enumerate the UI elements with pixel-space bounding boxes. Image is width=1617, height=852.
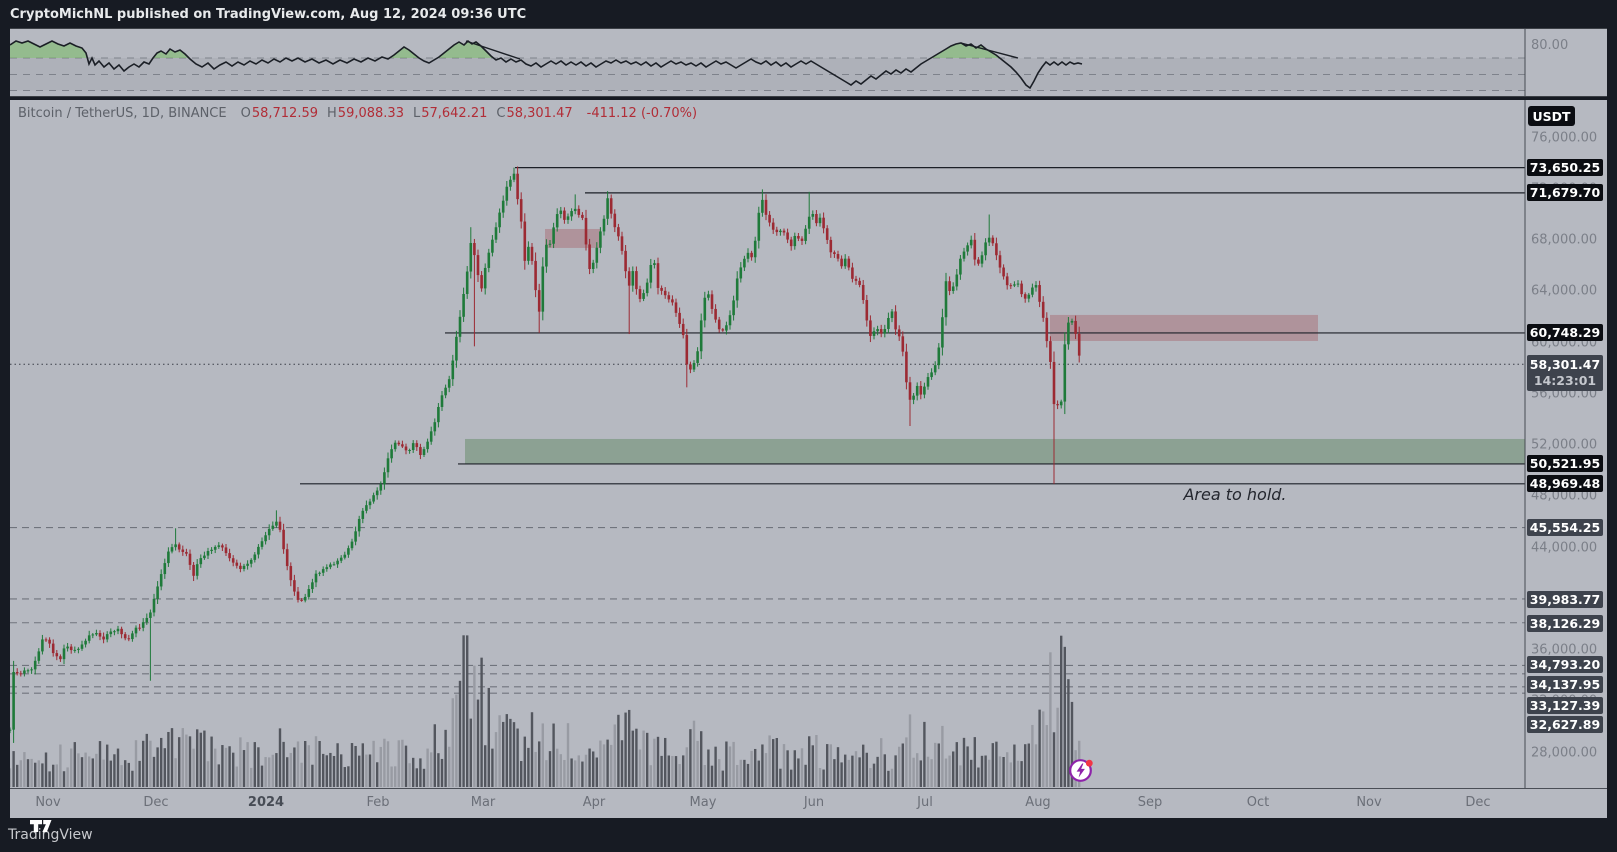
- currency-toggle-usdt[interactable]: USDT: [1528, 106, 1575, 126]
- time-axis-label: May: [689, 795, 717, 810]
- price-line-label: 33,127.39: [1527, 696, 1603, 714]
- bar-countdown: 14:23:01: [1533, 373, 1597, 388]
- price-line-label: 32,627.89: [1527, 715, 1603, 733]
- mini-indicator-plot: [10, 29, 1607, 97]
- time-axis-label: Sep: [1137, 795, 1163, 810]
- symbol-info-bar[interactable]: Bitcoin / TetherUS, 1D, BINANCE O 58,712.…: [18, 105, 697, 121]
- volume-bars: [10, 635, 1081, 787]
- time-axis-label: Aug: [1025, 795, 1051, 810]
- time-axis-label: Feb: [366, 795, 390, 810]
- axis-price-label: 52,000.00: [1531, 437, 1598, 453]
- change-value: -411.12 (-0.70%): [586, 105, 698, 121]
- ohlc-pair: O 58,712.59: [240, 105, 319, 121]
- tradingview-logo-icon[interactable]: [30, 818, 52, 834]
- time-axis[interactable]: [10, 788, 1607, 818]
- axis-price-label: 44,000.00: [1531, 540, 1598, 555]
- time-axis-label: Apr: [582, 795, 606, 810]
- axis-price-label: 36,000.00: [1531, 642, 1598, 658]
- axis-price-label: 68,000.00: [1531, 232, 1598, 248]
- ohlc-pair: C 58,301.47: [496, 105, 573, 121]
- area-to-hold-annotation: Area to hold.: [1183, 485, 1287, 504]
- price-line-label: 39,983.77: [1527, 590, 1603, 608]
- green-hold-zone[interactable]: [465, 438, 1525, 464]
- time-axis-label: Dec: [143, 795, 169, 810]
- axis-price-label: 64,000.00: [1531, 283, 1598, 299]
- notification-dot: [1085, 759, 1093, 767]
- time-axis-label: Nov: [35, 795, 61, 810]
- tradingview-brand[interactable]: TradingView: [8, 827, 93, 843]
- axis-price-label: 28,000.00: [1531, 745, 1598, 760]
- price-line-label: 60,748.29: [1527, 324, 1603, 342]
- axis-price-label: 48,000.00: [1531, 488, 1598, 504]
- boost-lightning-icon[interactable]: [1068, 757, 1095, 784]
- publish-text: CryptoMichNL published on TradingView.co…: [10, 6, 527, 22]
- price-line-label: 34,793.20: [1527, 655, 1603, 673]
- price-line-label: 50,521.95: [1527, 455, 1603, 473]
- main-chart-panel[interactable]: [10, 100, 1607, 788]
- time-axis-label: Oct: [1246, 795, 1270, 810]
- mini-artifact-line: [960, 42, 1019, 59]
- symbol-title[interactable]: Bitcoin / TetherUS, 1D, BINANCE: [18, 105, 227, 121]
- mini-indicator-line: [10, 39, 1083, 90]
- mini-axis-label: 80.00: [1531, 38, 1569, 53]
- time-axis-label: Jul: [917, 795, 933, 810]
- time-axis-label: Nov: [1356, 795, 1382, 810]
- candlestick-plot: [10, 100, 1526, 788]
- footer-bar: TradingView: [0, 818, 1617, 852]
- price-line-label: 45,554.25: [1527, 519, 1603, 536]
- axis-price-label: 76,000.00: [1531, 130, 1598, 145]
- candles: [10, 166, 1081, 743]
- time-axis-label: Dec: [1465, 795, 1491, 810]
- price-line-label: 73,650.25: [1527, 159, 1603, 177]
- current-price-label: 58,301.47 14:23:01: [1527, 355, 1603, 391]
- mini-indicator-panel[interactable]: [10, 28, 1607, 97]
- time-axis-label: Mar: [470, 795, 496, 810]
- price-line-label: 38,126.29: [1527, 614, 1603, 632]
- time-axis-label: Jun: [803, 795, 825, 810]
- ohlc-pair: L 57,642.21: [412, 105, 488, 121]
- current-price: 58,301.47: [1529, 357, 1601, 372]
- time-axis-label: 2024: [247, 795, 285, 810]
- lightning-icon: [1069, 759, 1093, 782]
- publish-bar: CryptoMichNL published on TradingView.co…: [0, 0, 1617, 28]
- price-line-label: 71,679.70: [1527, 184, 1603, 202]
- red-supply-zone[interactable]: [1050, 314, 1318, 341]
- mini-artifact-line: [465, 40, 521, 60]
- price-line-label: 34,137.95: [1527, 675, 1603, 693]
- ohlc-values: O 58,712.59 H 59,088.33 L 57,642.21 C 58,301.47: [241, 106, 573, 121]
- price-line-label: 48,969.48: [1527, 475, 1603, 493]
- ohlc-pair: H 59,088.33: [327, 105, 404, 121]
